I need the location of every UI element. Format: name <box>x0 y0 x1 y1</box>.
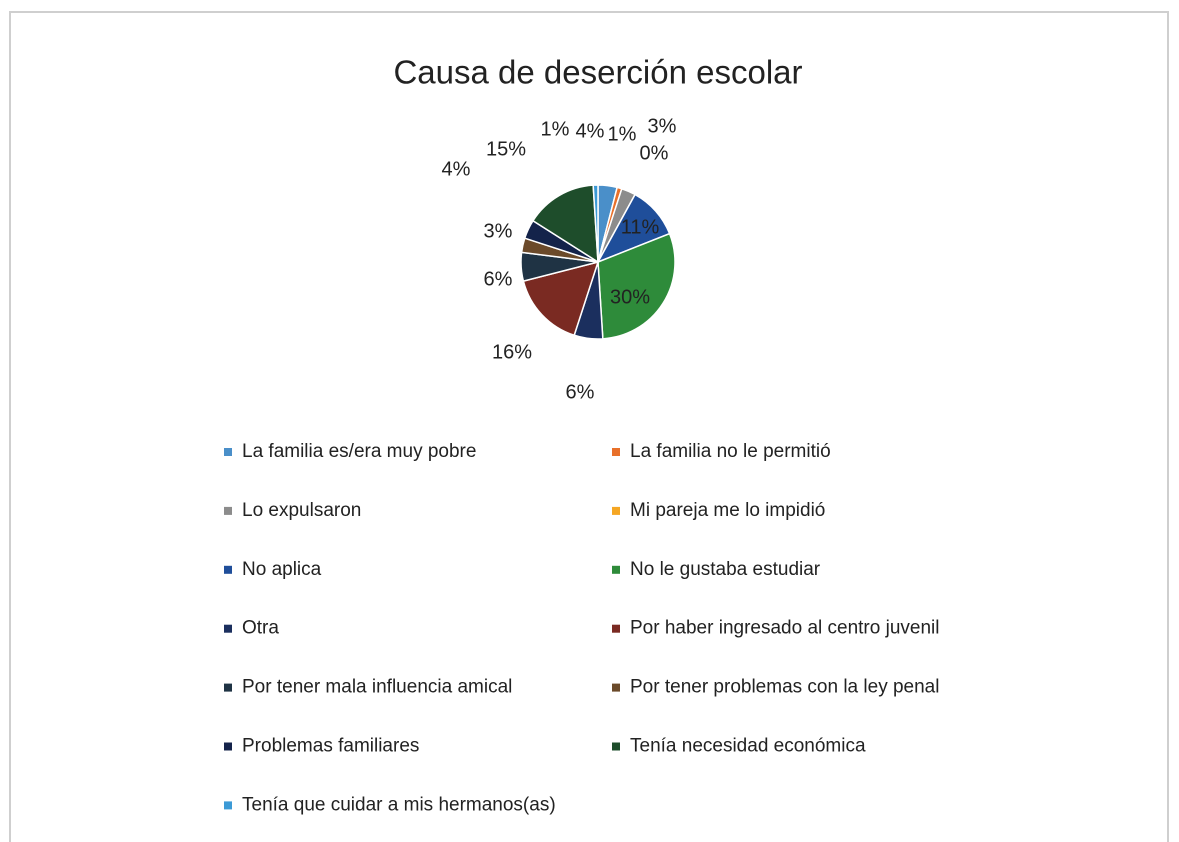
legend-label: Tenía necesidad económica <box>630 736 866 757</box>
pie-slice <box>531 184 599 264</box>
legend-label: Por tener mala influencia amical <box>242 677 512 698</box>
legend-label: La familia es/era muy pobre <box>242 441 476 462</box>
data-label: 15% <box>486 138 526 160</box>
legend-swatch <box>224 506 232 515</box>
pie-slice <box>592 184 599 263</box>
legend-swatch <box>612 742 620 751</box>
legend-label: Problemas familiares <box>242 736 419 757</box>
legend-swatch <box>612 506 620 515</box>
data-label: 0% <box>640 142 669 164</box>
legend-swatch <box>612 624 620 633</box>
legend-swatch <box>224 801 232 810</box>
legend-label: No le gustaba estudiar <box>630 559 821 580</box>
legend-label: Tenía que cuidar a mis hermanos(as) <box>242 794 556 815</box>
data-label: 4% <box>576 120 605 142</box>
legend-swatch <box>224 448 232 456</box>
data-label: 30% <box>610 286 650 308</box>
data-label: 1% <box>541 118 570 140</box>
legend-swatch <box>224 565 232 574</box>
legend-swatch <box>612 565 620 574</box>
data-label: 11% <box>621 216 660 238</box>
data-label: 4% <box>442 158 471 180</box>
legend-label: Lo expulsaron <box>242 500 361 521</box>
legend-swatch <box>224 683 232 692</box>
data-label: 6% <box>484 268 513 290</box>
legend-swatch <box>612 683 620 692</box>
legend-swatch <box>612 448 620 456</box>
legend-label: Por haber ingresado al centro juvenil <box>630 618 939 639</box>
pie-slice <box>522 260 600 337</box>
data-label: 1% <box>608 123 637 145</box>
chart-title: Causa de deserción escolar <box>393 54 802 91</box>
data-label: 3% <box>484 220 513 242</box>
legend-label: Mi pareja me lo impidió <box>630 500 825 521</box>
pie-slice <box>597 232 676 340</box>
chart-frame <box>9 11 1169 842</box>
data-label: 3% <box>648 115 677 137</box>
legend-label: La familia no le permitió <box>630 441 831 462</box>
data-label: 16% <box>492 341 532 363</box>
legend-swatch <box>224 742 232 751</box>
data-label: 6% <box>566 381 595 403</box>
legend-label: No aplica <box>242 559 322 580</box>
legend-label: Por tener problemas con la ley penal <box>630 677 939 698</box>
legend-label: Otra <box>242 618 279 639</box>
legend-swatch <box>224 624 232 633</box>
